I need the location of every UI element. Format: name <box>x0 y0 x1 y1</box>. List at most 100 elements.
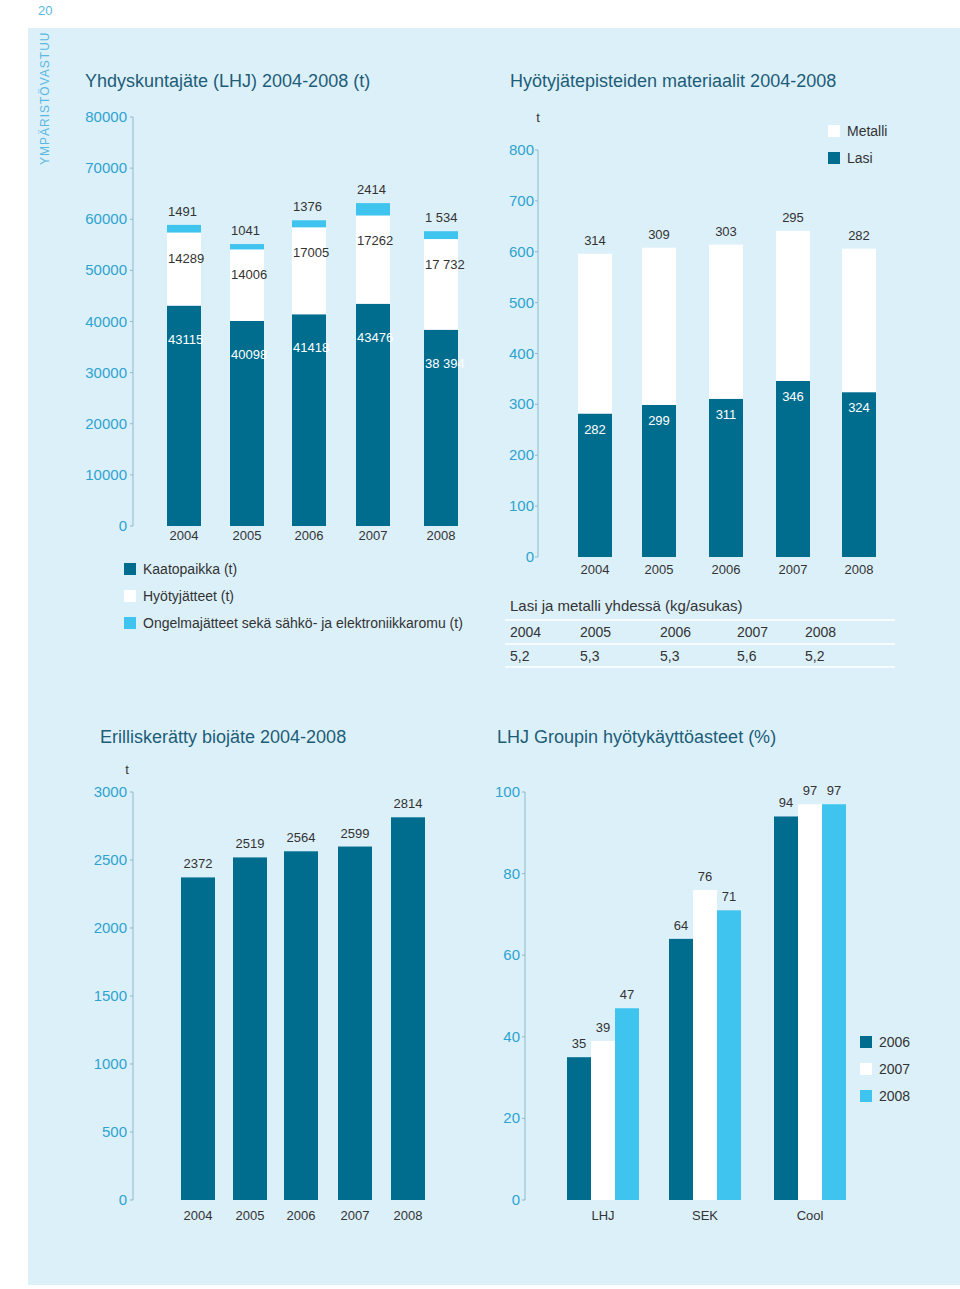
tick-label: 600 <box>509 243 534 260</box>
tick-label: 80000 <box>85 108 127 125</box>
data-label: 1491 <box>168 204 197 219</box>
bar <box>292 227 326 314</box>
tick <box>130 219 133 220</box>
table-cell: 5,6 <box>737 648 757 664</box>
tick <box>130 321 133 322</box>
category-label: 2008 <box>845 562 874 577</box>
tick-label: 70000 <box>85 159 127 176</box>
tick-label: 0 <box>526 548 534 565</box>
data-label: 311 <box>716 407 737 422</box>
data-label: 1376 <box>293 199 322 214</box>
tick <box>522 873 525 874</box>
legend-label: Metalli <box>847 123 887 139</box>
data-labels: 23722519256425992814 <box>184 796 423 871</box>
tick <box>535 557 538 558</box>
category-label: 2004 <box>581 562 610 577</box>
section-label: YMPÄRISTÖVASTUU <box>38 32 52 165</box>
tick-label: 400 <box>509 345 534 362</box>
bar <box>709 399 743 557</box>
category-label: 2006 <box>295 528 324 543</box>
table-cell: 5,3 <box>580 648 600 664</box>
table-cell: 2004 <box>510 624 541 640</box>
tick-label: 100 <box>509 497 534 514</box>
category-label: LHJ <box>591 1208 614 1223</box>
category-label: 2006 <box>712 562 741 577</box>
tick <box>522 792 525 793</box>
data-label: 282 <box>584 422 606 437</box>
plot-area <box>567 804 846 1200</box>
data-labels: 356494397697477197 <box>572 783 841 1051</box>
bar <box>424 239 458 330</box>
legend-swatch <box>124 590 136 602</box>
bar <box>774 816 798 1200</box>
data-label: 40098 <box>231 347 267 362</box>
tick-label: 200 <box>509 446 534 463</box>
data-label: 17262 <box>357 233 393 248</box>
tick-label: 0 <box>512 1191 520 1208</box>
tick <box>130 860 133 861</box>
category-label: 2005 <box>645 562 674 577</box>
bar <box>338 847 372 1200</box>
legend-swatch <box>860 1063 872 1075</box>
tick-label: 0 <box>119 517 127 534</box>
tick-label: 700 <box>509 192 534 209</box>
tick <box>535 302 538 303</box>
tick <box>130 996 133 997</box>
data-labels: 282299311346324314309303295282 <box>584 210 870 437</box>
tick <box>535 506 538 507</box>
data-label: 41418 <box>293 340 329 355</box>
axis-label: t <box>125 762 129 777</box>
tick-label: 500 <box>102 1123 127 1140</box>
data-label: 71 <box>722 889 736 904</box>
bar <box>356 215 390 303</box>
data-label: 295 <box>782 210 804 225</box>
category-label: 2007 <box>359 528 388 543</box>
tick <box>130 423 133 424</box>
bar <box>591 1041 615 1200</box>
data-label: 2814 <box>394 796 423 811</box>
bar <box>567 1057 591 1200</box>
bar <box>424 231 458 239</box>
bar <box>642 248 676 405</box>
category-label: 2005 <box>236 1208 265 1223</box>
table-cell: 2007 <box>737 624 768 640</box>
table-rule <box>505 643 895 645</box>
bar <box>717 910 741 1200</box>
bar <box>842 392 876 557</box>
legend-label: Kaatopaikka (t) <box>143 561 237 577</box>
bar <box>776 231 810 381</box>
data-label: 14289 <box>168 251 204 266</box>
category-label: SEK <box>692 1208 718 1223</box>
tick-label: 3000 <box>94 783 127 800</box>
data-label: 314 <box>584 233 606 248</box>
tick-label: 2000 <box>94 919 127 936</box>
table-cell: 2005 <box>580 624 611 640</box>
tick <box>535 455 538 456</box>
bar <box>693 890 717 1200</box>
tick-label: 80 <box>503 865 520 882</box>
tick <box>522 1036 525 1037</box>
table-title: Lasi ja metalli yhdessä (kg/asukas) <box>510 597 743 614</box>
tick-label: 40 <box>503 1028 520 1045</box>
bar <box>578 254 612 414</box>
tick-label: 1000 <box>94 1055 127 1072</box>
legend-label: 2008 <box>879 1088 910 1104</box>
legend-swatch <box>860 1036 872 1048</box>
bar <box>842 249 876 392</box>
title: LHJ Groupin hyötykäyttöasteet (%) <box>497 727 776 747</box>
tick <box>130 270 133 271</box>
title: Yhdyskuntajäte (LHJ) 2004-2008 (t) <box>85 71 370 91</box>
tick-label: 100 <box>495 783 520 800</box>
tick <box>130 117 133 118</box>
tick-label: 60 <box>503 946 520 963</box>
bar <box>356 203 390 215</box>
bar <box>709 245 743 399</box>
tick <box>535 200 538 201</box>
data-label: 282 <box>848 228 870 243</box>
legend-swatch <box>828 125 840 137</box>
legend-swatch <box>828 152 840 164</box>
bar <box>642 405 676 557</box>
data-label: 2372 <box>184 856 213 871</box>
tick <box>130 526 133 527</box>
data-label: 2414 <box>357 182 386 197</box>
